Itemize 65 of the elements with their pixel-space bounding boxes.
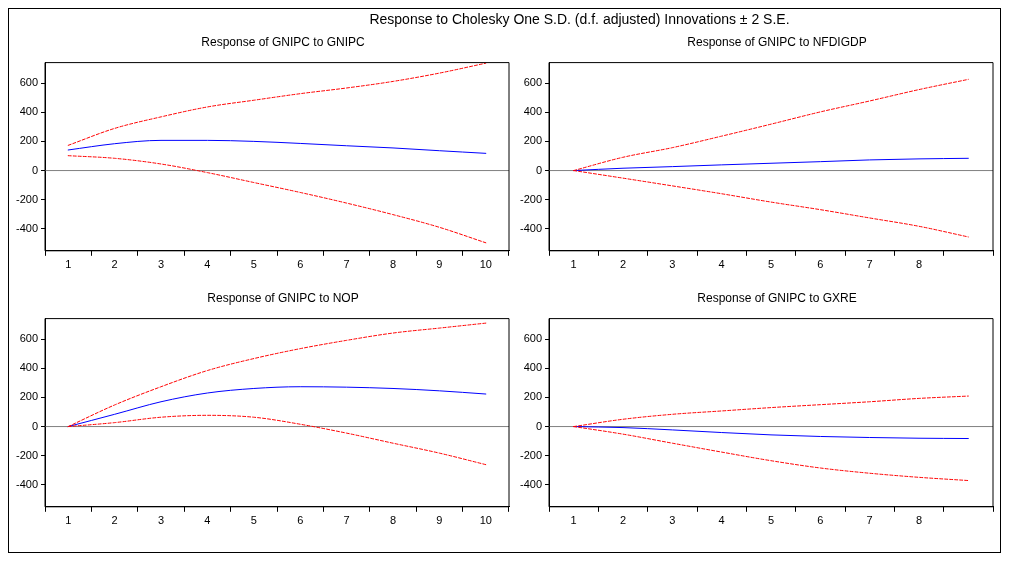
x-tick-label: 2 [619, 258, 627, 271]
x-tick-label: 1 [570, 258, 577, 271]
x-tick-label: 6 [817, 514, 824, 527]
y-tick-label: 400 [19, 105, 39, 118]
x-tick-label: 1 [570, 514, 577, 527]
y-tick-label: -200 [15, 192, 39, 205]
x-tick-label: 5 [767, 514, 775, 527]
y-tick-label: -400 [15, 477, 39, 490]
x-tick-label: 3 [157, 258, 165, 271]
x-tick-label: 3 [669, 258, 676, 271]
x-tick-label: 7 [343, 514, 350, 527]
y-tick-label: 200 [523, 390, 543, 403]
x-tick-label: 4 [204, 514, 211, 527]
x-tick-label: 8 [389, 258, 397, 271]
y-tick-label: -400 [519, 477, 543, 490]
x-tick-label: 6 [297, 514, 304, 527]
y-tick-label: 200 [523, 134, 543, 147]
x-tick-label: 3 [669, 514, 676, 527]
x-tick-label: 2 [111, 514, 118, 527]
x-tick-label: 7 [866, 258, 873, 271]
x-tick-label: 6 [297, 258, 304, 271]
x-tick-label: 4 [718, 514, 725, 527]
x-tick-label: 2 [619, 514, 627, 527]
y-tick-label: 0 [535, 419, 543, 432]
chart-title: Response of GNIPC to NFDIGDP [686, 34, 868, 51]
y-tick-label: 600 [19, 332, 39, 345]
y-tick-label: -200 [519, 192, 543, 205]
x-tick-label: 4 [718, 258, 725, 271]
y-tick-label: 0 [535, 163, 543, 176]
text: Response to Cholesky One S.D. (d.f. adjusted) Innovations ± 2 S.E. [368, 10, 791, 27]
y-tick-label: 600 [19, 76, 39, 89]
chart-title: Response of GNIPC to GNIPC [200, 34, 366, 51]
x-tick-label: 10 [479, 514, 492, 527]
x-tick-label: 4 [204, 258, 211, 271]
y-tick-label: 200 [19, 390, 39, 403]
x-tick-label: 9 [436, 514, 443, 527]
x-tick-label: 1 [65, 258, 72, 271]
y-tick-label: 400 [523, 361, 543, 374]
x-tick-label: 8 [915, 258, 923, 271]
x-tick-label: 7 [866, 514, 873, 527]
y-tick-label: -400 [519, 221, 543, 234]
y-tick-label: 0 [31, 163, 39, 176]
x-tick-label: 3 [157, 514, 165, 527]
chart-title: Response of GNIPC to GXRE [696, 290, 858, 307]
y-tick-label: 400 [19, 361, 39, 374]
x-tick-label: 5 [250, 258, 257, 271]
y-tick-label: 400 [523, 105, 543, 118]
y-tick-label: -200 [519, 448, 543, 461]
x-tick-label: 2 [111, 258, 118, 271]
y-tick-label: 0 [31, 419, 39, 432]
x-tick-label: 1 [65, 514, 72, 527]
y-tick-label: -200 [15, 448, 39, 461]
x-tick-label: 8 [389, 514, 397, 527]
x-tick-label: 9 [436, 258, 443, 271]
x-tick-label: 5 [767, 258, 775, 271]
x-tick-label: 7 [343, 258, 350, 271]
y-tick-label: 600 [523, 76, 543, 89]
x-tick-label: 5 [250, 514, 257, 527]
y-tick-label: 200 [19, 134, 39, 147]
x-tick-label: 6 [817, 258, 824, 271]
y-tick-label: 600 [523, 332, 543, 345]
x-tick-label: 8 [915, 514, 923, 527]
chart-title: Response of GNIPC to NOP [206, 290, 360, 307]
y-tick-label: -400 [15, 221, 39, 234]
x-tick-label: 10 [479, 258, 492, 271]
